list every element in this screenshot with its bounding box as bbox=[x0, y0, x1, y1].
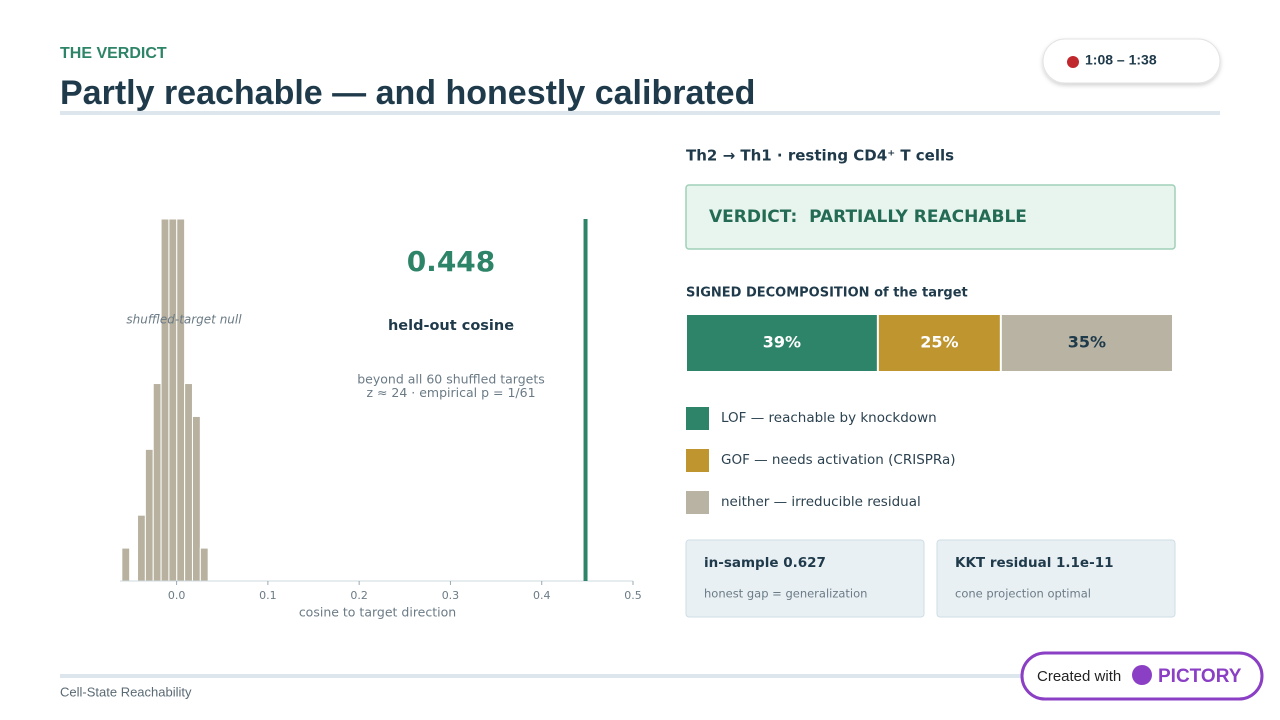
hist-bar bbox=[121, 547, 131, 582]
legend-label: LOF — reachable by knockdown bbox=[721, 410, 937, 426]
card-note: cone projection optimal bbox=[955, 587, 1091, 601]
null-label: shuffled-target null bbox=[126, 313, 242, 327]
x-tick-label: 0.2 bbox=[350, 589, 368, 602]
x-tick-label: 0.4 bbox=[533, 589, 551, 602]
watermark-prefix: Created with bbox=[1037, 668, 1121, 685]
slide-title: Partly reachable — and honestly calibrat… bbox=[60, 74, 755, 112]
hist-bar bbox=[152, 383, 162, 582]
card-title: in-sample 0.627 bbox=[704, 555, 826, 571]
header-rule bbox=[60, 111, 1220, 115]
observed-value: 0.448 bbox=[407, 245, 496, 278]
x-tick-label: 0.0 bbox=[168, 589, 186, 602]
legend-swatch bbox=[686, 491, 709, 514]
logo bbox=[1132, 665, 1152, 685]
x-tick-label: 0.3 bbox=[442, 589, 460, 602]
hist-bar bbox=[199, 547, 209, 582]
card bbox=[685, 539, 925, 618]
footer-rule bbox=[60, 674, 1220, 678]
verdict-box bbox=[685, 184, 1176, 250]
legend-label: GOF — needs activation (CRISPRa) bbox=[721, 452, 956, 468]
card-title: KKT residual 1.1e-11 bbox=[955, 555, 1113, 571]
segment-label: 25% bbox=[920, 333, 958, 352]
hist-bar bbox=[168, 218, 178, 582]
hist-bar bbox=[160, 218, 170, 582]
legend-label: neither — irreducible residual bbox=[721, 494, 921, 510]
x-tick-label: 0.1 bbox=[259, 589, 277, 602]
observed-label: held-out cosine bbox=[388, 318, 514, 334]
segment bbox=[878, 315, 1000, 371]
footer: Cell-State Reachability bbox=[60, 684, 192, 699]
hist-bar bbox=[144, 448, 154, 582]
verdict: VERDICT: PARTIALLY REACHABLE bbox=[709, 207, 1027, 227]
time-range: 1:08 – 1:38 bbox=[1085, 52, 1157, 68]
observed-note: beyond all 60 shuffled targets bbox=[357, 372, 545, 387]
segment-label: 39% bbox=[763, 333, 801, 352]
segment bbox=[1001, 315, 1172, 371]
hist-bar bbox=[191, 415, 201, 582]
kicker: THE VERDICT bbox=[60, 45, 167, 62]
observed-note: z ≈ 24 · empirical p = 1/61 bbox=[366, 385, 535, 400]
watermark-brand: PICTORY bbox=[1158, 666, 1242, 687]
decomposition: Th2 → Th1 · resting CD4⁺ T cells VERDICT:… bbox=[685, 147, 1176, 514]
hist-bar bbox=[137, 514, 146, 582]
legend-swatch bbox=[686, 407, 709, 430]
decomposition-title: SIGNED DECOMPOSITION of the target bbox=[686, 286, 968, 301]
hist-bar bbox=[184, 383, 193, 582]
segment bbox=[687, 315, 877, 371]
hist-bar bbox=[176, 218, 186, 582]
histogram: 0.0 0.1 0.2 0.3 0.4 0.5 cosine to target direc… bbox=[120, 218, 642, 620]
card bbox=[936, 539, 1176, 618]
x-axis-label: cosine to target direction bbox=[299, 605, 456, 620]
x-tick-label: 0.5 bbox=[624, 589, 642, 602]
legend-swatch bbox=[686, 449, 709, 472]
segment-label: 35% bbox=[1068, 333, 1106, 352]
time-badge bbox=[1042, 38, 1221, 84]
panel-subtitle: Th2 → Th1 · resting CD4⁺ T cells bbox=[686, 147, 954, 165]
card-note: honest gap = generalization bbox=[704, 587, 867, 601]
record-dot bbox=[1067, 56, 1079, 68]
